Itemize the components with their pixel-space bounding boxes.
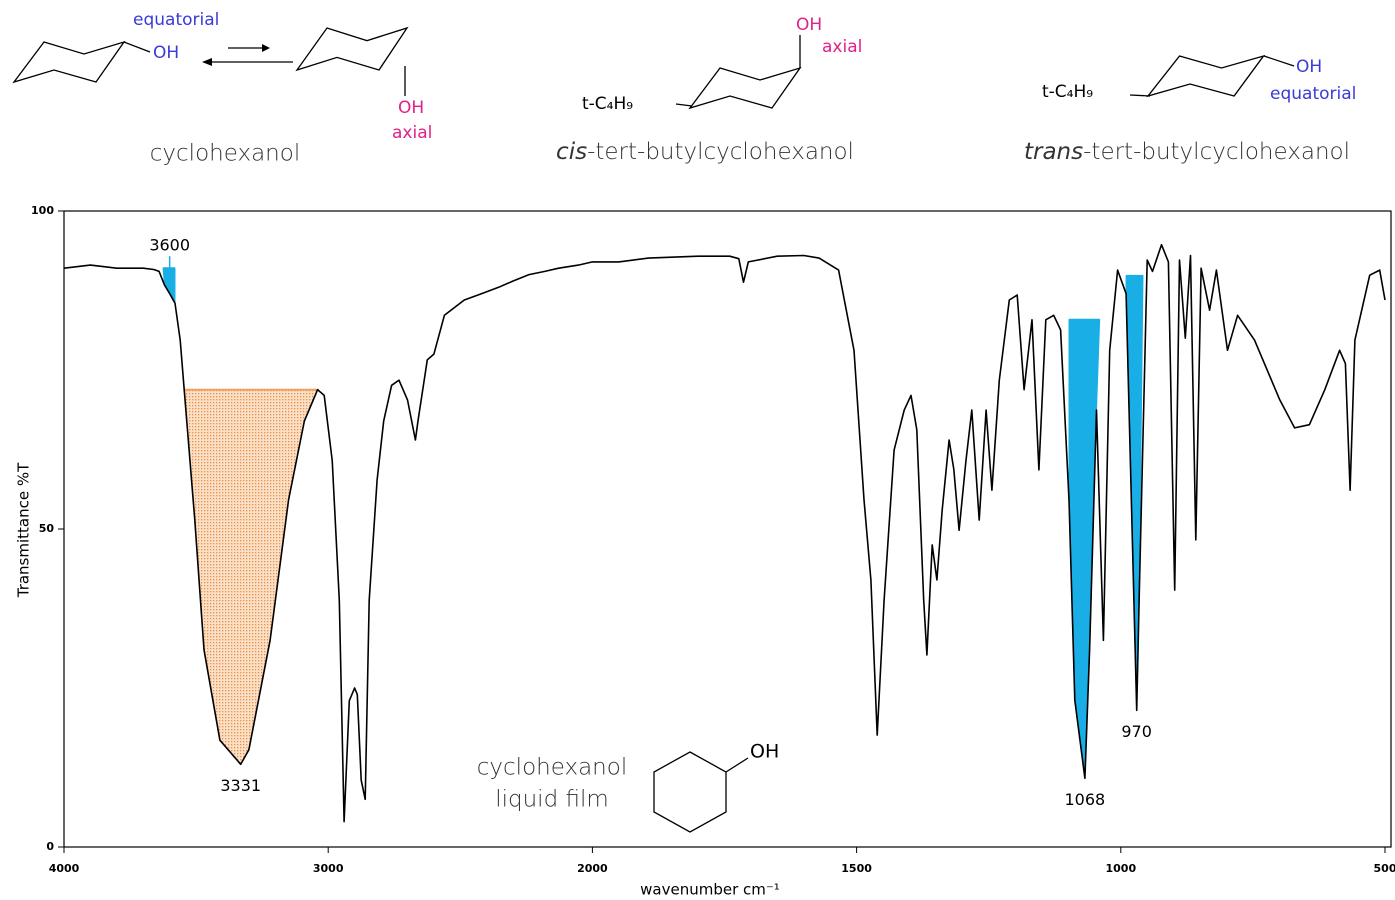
peak-label: 3600 [149, 236, 190, 255]
label: cis [556, 139, 587, 165]
label: OH [153, 43, 179, 63]
spectrum-line [63, 243, 1386, 823]
peak-label: 970 [1121, 722, 1152, 741]
x-tick-label: 4000 [49, 862, 80, 875]
label: equatorial [1270, 84, 1356, 104]
structure: OH equatorial t-C₄H₉ trans-tert-butylcyc… [1024, 55, 1356, 165]
label: OH [796, 15, 822, 35]
x-tick-label: 500 [1374, 862, 1395, 875]
label: OH [398, 98, 424, 118]
label: trans [1024, 139, 1083, 165]
inset: cyclohexanol liquid film OH [477, 741, 779, 833]
label: t-C₄H₉ [1042, 82, 1093, 102]
highlight [1068, 319, 1101, 779]
structure-name: cyclohexanol [150, 141, 300, 167]
x-tick-label: 2000 [577, 862, 608, 875]
structure: equatorial OH OH axial cyclohexanol [13, 10, 432, 167]
y-tick-label: 50 [39, 522, 55, 535]
x-axis-label: wavenumber cm⁻¹ [640, 881, 780, 899]
peak-label: 3331 [220, 776, 261, 795]
label: t-C₄H₉ [582, 94, 633, 114]
y-axis-label: Transmittance %T [15, 462, 33, 598]
annotation: cyclohexanol [477, 755, 627, 781]
structure-name: trans-tert-butylcyclohexanol [1024, 139, 1350, 165]
label: axial [822, 37, 862, 57]
label: OH [750, 741, 779, 763]
x-tick-label: 3000 [313, 862, 344, 875]
label: OH [1296, 57, 1322, 77]
label: -tert-butylcyclohexanol [587, 139, 854, 165]
label: equatorial [133, 10, 219, 30]
y-tick-label: 0 [46, 840, 54, 853]
x-tick-label: 1500 [841, 862, 872, 875]
structure: OH axial t-C₄H₉ cis-tert-butylcyclohexan… [556, 15, 862, 165]
peak-label: 1068 [1065, 790, 1106, 809]
y-tick-label: 100 [31, 204, 54, 217]
x-tick-label: 1000 [1105, 862, 1136, 875]
label: -tert-butylcyclohexanol [1083, 139, 1350, 165]
structure-name: cis-tert-butylcyclohexanol [556, 139, 854, 165]
label: axial [392, 123, 432, 143]
annotation: liquid film [495, 787, 609, 813]
